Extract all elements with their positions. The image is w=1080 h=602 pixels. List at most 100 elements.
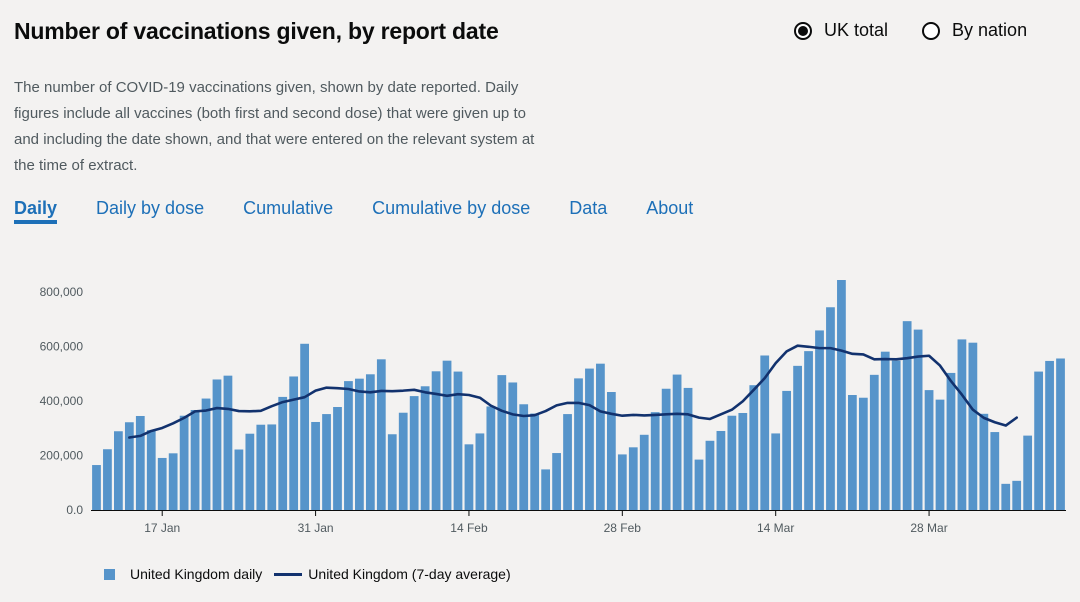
- daily-bar[interactable]: [92, 465, 101, 510]
- daily-bar[interactable]: [431, 371, 441, 510]
- daily-bar[interactable]: [278, 396, 288, 510]
- daily-bar[interactable]: [869, 374, 879, 510]
- daily-bar[interactable]: [179, 415, 189, 510]
- daily-bar[interactable]: [475, 433, 485, 510]
- daily-bar[interactable]: [1045, 360, 1054, 510]
- daily-bar[interactable]: [672, 374, 682, 510]
- daily-bar[interactable]: [442, 360, 452, 510]
- daily-bar[interactable]: [234, 449, 244, 511]
- daily-bar[interactable]: [508, 382, 518, 510]
- daily-bar[interactable]: [738, 412, 748, 510]
- daily-bar[interactable]: [190, 409, 200, 510]
- daily-bar[interactable]: [267, 424, 277, 510]
- daily-bar[interactable]: [322, 414, 331, 510]
- daily-bar[interactable]: [486, 406, 496, 510]
- daily-bar[interactable]: [223, 375, 233, 510]
- legend-item-daily[interactable]: United Kingdom daily: [104, 566, 262, 582]
- daily-bar[interactable]: [880, 351, 890, 510]
- daily-bar[interactable]: [847, 395, 857, 510]
- daily-bar[interactable]: [1023, 435, 1033, 510]
- daily-bar[interactable]: [694, 459, 704, 510]
- daily-bar[interactable]: [289, 376, 299, 510]
- daily-bar[interactable]: [628, 447, 638, 510]
- daily-bar[interactable]: [760, 355, 770, 510]
- daily-bar[interactable]: [596, 363, 605, 510]
- daily-bar[interactable]: [782, 390, 792, 510]
- daily-bar[interactable]: [891, 360, 901, 510]
- daily-bar[interactable]: [157, 457, 167, 510]
- daily-bar[interactable]: [519, 404, 529, 510]
- daily-bar[interactable]: [913, 329, 923, 510]
- daily-bar[interactable]: [968, 342, 978, 510]
- daily-bar[interactable]: [256, 424, 266, 510]
- daily-bar[interactable]: [716, 430, 726, 510]
- daily-bar[interactable]: [453, 371, 463, 510]
- daily-bar[interactable]: [563, 414, 572, 510]
- daily-bar[interactable]: [650, 412, 660, 510]
- daily-bar[interactable]: [365, 374, 375, 510]
- daily-bar[interactable]: [311, 421, 320, 510]
- radio-unselected-icon[interactable]: [922, 21, 941, 40]
- daily-bar[interactable]: [990, 432, 1000, 510]
- daily-bar[interactable]: [1012, 480, 1022, 510]
- daily-bar[interactable]: [1034, 371, 1043, 510]
- daily-bar[interactable]: [201, 398, 211, 510]
- tab-daily-by-dose[interactable]: Daily by dose: [96, 198, 205, 218]
- daily-bar[interactable]: [103, 449, 112, 510]
- daily-bar[interactable]: [135, 415, 145, 510]
- radio-by-nation[interactable]: By nation: [922, 20, 1027, 41]
- daily-bar[interactable]: [661, 388, 671, 510]
- daily-bar[interactable]: [935, 399, 945, 510]
- tab-cumulative-by-dose[interactable]: Cumulative by dose: [372, 198, 531, 218]
- daily-bar[interactable]: [639, 434, 649, 510]
- daily-bar[interactable]: [979, 413, 989, 510]
- daily-bar[interactable]: [1001, 483, 1011, 510]
- daily-bar[interactable]: [464, 444, 474, 510]
- daily-bar[interactable]: [300, 343, 309, 510]
- daily-bar[interactable]: [749, 385, 759, 510]
- daily-bar[interactable]: [924, 390, 934, 510]
- daily-bar[interactable]: [606, 392, 616, 510]
- daily-bar[interactable]: [946, 372, 956, 510]
- legend-item-average[interactable]: United Kingdom (7-day average): [274, 566, 511, 582]
- daily-bar[interactable]: [541, 469, 551, 510]
- daily-bar[interactable]: [146, 430, 156, 510]
- daily-bar[interactable]: [771, 433, 781, 510]
- daily-bar[interactable]: [212, 379, 222, 510]
- daily-bar[interactable]: [902, 321, 912, 510]
- daily-bar[interactable]: [957, 339, 967, 510]
- daily-bar[interactable]: [683, 387, 693, 510]
- daily-bar[interactable]: [114, 431, 123, 510]
- seven-day-average-line[interactable]: [128, 344, 1019, 439]
- daily-bar[interactable]: [168, 453, 178, 510]
- daily-bar[interactable]: [245, 433, 255, 510]
- daily-bar[interactable]: [420, 386, 430, 510]
- daily-bar[interactable]: [793, 365, 802, 510]
- daily-bar[interactable]: [574, 378, 583, 510]
- daily-bar[interactable]: [530, 413, 540, 510]
- daily-bar[interactable]: [815, 330, 824, 510]
- daily-bar[interactable]: [387, 434, 397, 510]
- daily-bar[interactable]: [333, 407, 342, 510]
- daily-bar[interactable]: [409, 396, 419, 510]
- tab-data[interactable]: Data: [569, 198, 608, 218]
- daily-bar[interactable]: [376, 359, 386, 510]
- tab-daily[interactable]: Daily: [14, 198, 58, 224]
- daily-bar[interactable]: [837, 280, 846, 510]
- tab-cumulative[interactable]: Cumulative: [243, 198, 334, 218]
- daily-bar[interactable]: [552, 453, 561, 510]
- daily-bar[interactable]: [398, 412, 408, 510]
- daily-bar[interactable]: [1056, 358, 1065, 510]
- daily-bar[interactable]: [705, 440, 715, 510]
- daily-bar[interactable]: [585, 368, 594, 510]
- tab-about[interactable]: About: [646, 198, 694, 218]
- daily-bar[interactable]: [497, 375, 507, 510]
- daily-bar[interactable]: [124, 422, 134, 510]
- daily-bar[interactable]: [804, 351, 813, 510]
- daily-bar[interactable]: [826, 307, 835, 510]
- daily-bar[interactable]: [355, 378, 364, 510]
- daily-bar[interactable]: [858, 397, 868, 510]
- radio-uk-total[interactable]: UK total: [794, 20, 888, 41]
- radio-selected-icon[interactable]: [794, 21, 812, 40]
- daily-bar[interactable]: [727, 415, 737, 510]
